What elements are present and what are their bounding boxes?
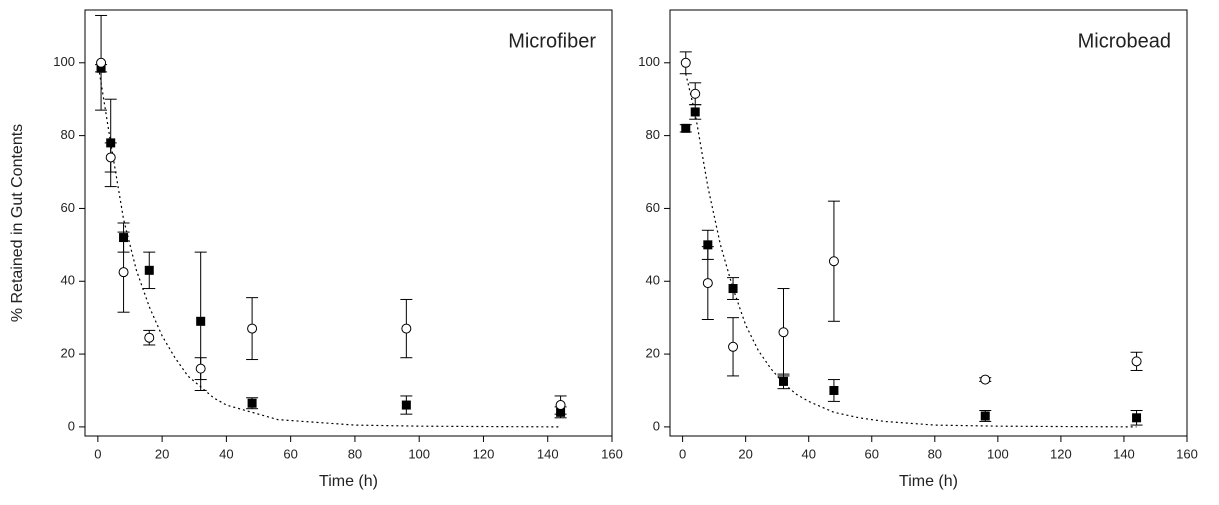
y-tick-label: 40 bbox=[61, 273, 75, 288]
y-tick-label: 60 bbox=[61, 200, 75, 215]
point bbox=[196, 316, 206, 326]
point bbox=[144, 265, 154, 275]
y-tick-label: 60 bbox=[646, 200, 660, 215]
point bbox=[829, 385, 839, 395]
x-tick-label: 120 bbox=[1050, 446, 1072, 461]
x-tick-label: 100 bbox=[408, 446, 430, 461]
x-tick-label: 140 bbox=[537, 446, 559, 461]
y-tick-label: 80 bbox=[646, 127, 660, 142]
x-tick-label: 120 bbox=[473, 446, 495, 461]
y-tick-label: 80 bbox=[61, 127, 75, 142]
x-tick-label: 20 bbox=[738, 446, 752, 461]
point bbox=[555, 400, 566, 411]
y-tick-label: 100 bbox=[53, 54, 75, 69]
annotation: Microbead bbox=[1078, 30, 1171, 52]
annotation: Microfiber bbox=[508, 30, 596, 52]
y-tick-label: 20 bbox=[61, 346, 75, 361]
point bbox=[195, 363, 206, 374]
x-tick-label: 160 bbox=[1176, 446, 1198, 461]
x-tick-label: 160 bbox=[601, 446, 623, 461]
point bbox=[681, 123, 691, 133]
plot-frame bbox=[84, 9, 613, 437]
point bbox=[702, 278, 713, 289]
point bbox=[690, 88, 701, 99]
x-tick-label: 40 bbox=[219, 446, 233, 461]
point bbox=[778, 327, 789, 338]
point bbox=[401, 400, 411, 410]
fit-line bbox=[685, 73, 1137, 428]
x-tick-label: 80 bbox=[348, 446, 362, 461]
point bbox=[1132, 413, 1142, 423]
point bbox=[980, 411, 990, 421]
y-axis-label: % Retained in Gut Contents bbox=[9, 124, 26, 322]
y-tick-label: 0 bbox=[653, 418, 660, 433]
point bbox=[728, 341, 739, 352]
point bbox=[690, 107, 700, 117]
x-tick-label: 40 bbox=[801, 446, 815, 461]
y-tick-label: 100 bbox=[638, 54, 660, 69]
x-tick-label: 60 bbox=[283, 446, 297, 461]
x-tick-label: 0 bbox=[679, 446, 686, 461]
x-tick-label: 80 bbox=[928, 446, 942, 461]
point bbox=[96, 57, 107, 68]
point bbox=[1131, 356, 1142, 367]
point bbox=[105, 152, 116, 163]
y-tick-label: 0 bbox=[68, 418, 75, 433]
point bbox=[828, 256, 839, 267]
x-tick-label: 20 bbox=[155, 446, 169, 461]
point bbox=[980, 374, 991, 385]
fit-line bbox=[97, 62, 561, 428]
point bbox=[247, 398, 257, 408]
point bbox=[118, 267, 129, 278]
point bbox=[703, 240, 713, 250]
point bbox=[778, 376, 788, 386]
point bbox=[401, 323, 412, 334]
x-axis-label: Time (h) bbox=[319, 473, 378, 490]
y-tick-label: 40 bbox=[646, 273, 660, 288]
point bbox=[728, 284, 738, 294]
point bbox=[144, 332, 155, 343]
point bbox=[247, 323, 258, 334]
x-tick-label: 100 bbox=[987, 446, 1009, 461]
plot-frame bbox=[669, 9, 1188, 437]
x-tick-label: 140 bbox=[1113, 446, 1135, 461]
x-tick-label: 0 bbox=[94, 446, 101, 461]
point bbox=[680, 57, 691, 68]
y-tick-label: 20 bbox=[646, 346, 660, 361]
x-tick-label: 60 bbox=[865, 446, 879, 461]
x-axis-label: Time (h) bbox=[899, 473, 958, 490]
